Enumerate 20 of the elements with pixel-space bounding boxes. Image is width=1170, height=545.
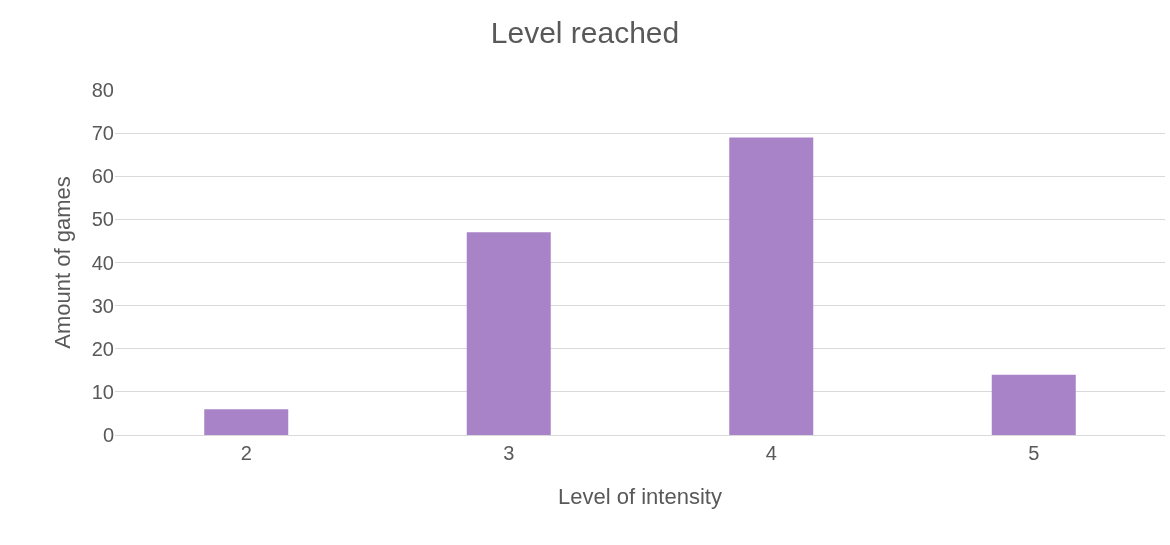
- y-tick-label: 0: [102, 424, 114, 446]
- x-axis-title: Level of intensity: [558, 483, 722, 509]
- x-tick-label: 4: [765, 442, 777, 464]
- bar: [204, 409, 289, 435]
- y-tick-label: 50: [91, 208, 114, 231]
- x-tick-label: 2: [240, 442, 252, 464]
- x-tick-label: 3: [503, 442, 515, 464]
- y-tick-label: 70: [91, 122, 114, 145]
- bar: [729, 137, 814, 435]
- y-tick-label: 40: [91, 251, 114, 274]
- y-tick-label: 80: [91, 79, 114, 101]
- x-tick-label: 5: [1028, 442, 1040, 464]
- y-tick-label: 20: [91, 337, 114, 360]
- y-axis-title: Amount of games: [49, 176, 75, 349]
- y-tick-label: 60: [91, 165, 114, 188]
- y-tick-label: 10: [91, 380, 114, 403]
- bar: [466, 232, 551, 435]
- bar: [991, 374, 1076, 435]
- chart-title: Level reached: [490, 15, 680, 49]
- y-tick-label: 30: [91, 294, 114, 317]
